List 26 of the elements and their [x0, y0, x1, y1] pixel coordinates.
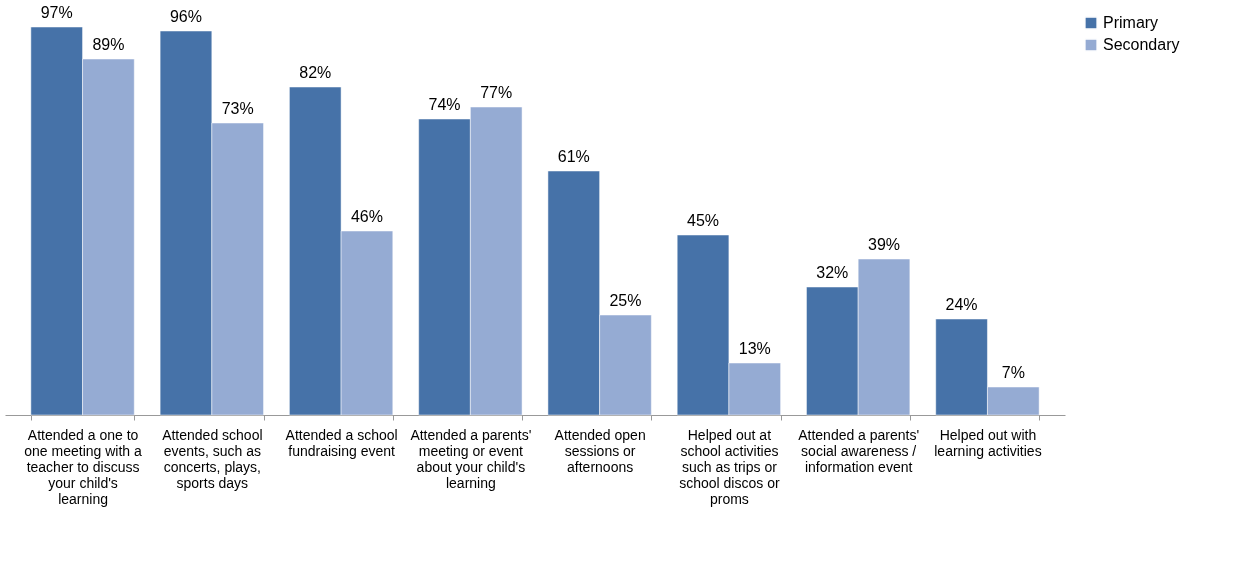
x-tick-label: Attended a one to one meeting with a teacher to discuss your child's learning [24, 426, 143, 507]
data-label: 39% [868, 236, 901, 253]
data-label: 77% [480, 84, 513, 101]
data-label: 25% [609, 292, 642, 309]
data-label: 74% [428, 96, 461, 113]
legend-label: Secondary [1103, 36, 1180, 53]
x-tick-label: Attended a parents' meeting or event about your child's learning [410, 426, 532, 491]
x-tick-label: Attended a parents' social awareness / information event [798, 426, 920, 475]
data-label: 13% [738, 340, 771, 357]
data-label: 73% [221, 100, 254, 117]
data-label: 24% [945, 296, 978, 313]
x-tick-label: Attended open sessions or afternoons [554, 426, 646, 475]
data-label: 46% [350, 208, 383, 225]
x-tick-label: Attended a school fundraising event [285, 426, 398, 459]
data-label: 82% [299, 64, 332, 81]
legend-label: Primary [1103, 14, 1159, 31]
data-label: 7% [1001, 364, 1025, 381]
data-label: 32% [816, 264, 849, 281]
data-label: 89% [92, 36, 125, 53]
data-label: 61% [557, 148, 590, 165]
data-label: 96% [169, 8, 202, 25]
x-tick-label: Helped out with learning activities [934, 426, 1042, 459]
x-tick-label: Attended school events, such as concerts, plays, sports days [162, 426, 263, 491]
x-tick-label: Helped out at school activities such as trips or school discos or proms [679, 426, 780, 507]
data-label: 45% [687, 212, 720, 229]
data-label: 97% [40, 4, 73, 21]
